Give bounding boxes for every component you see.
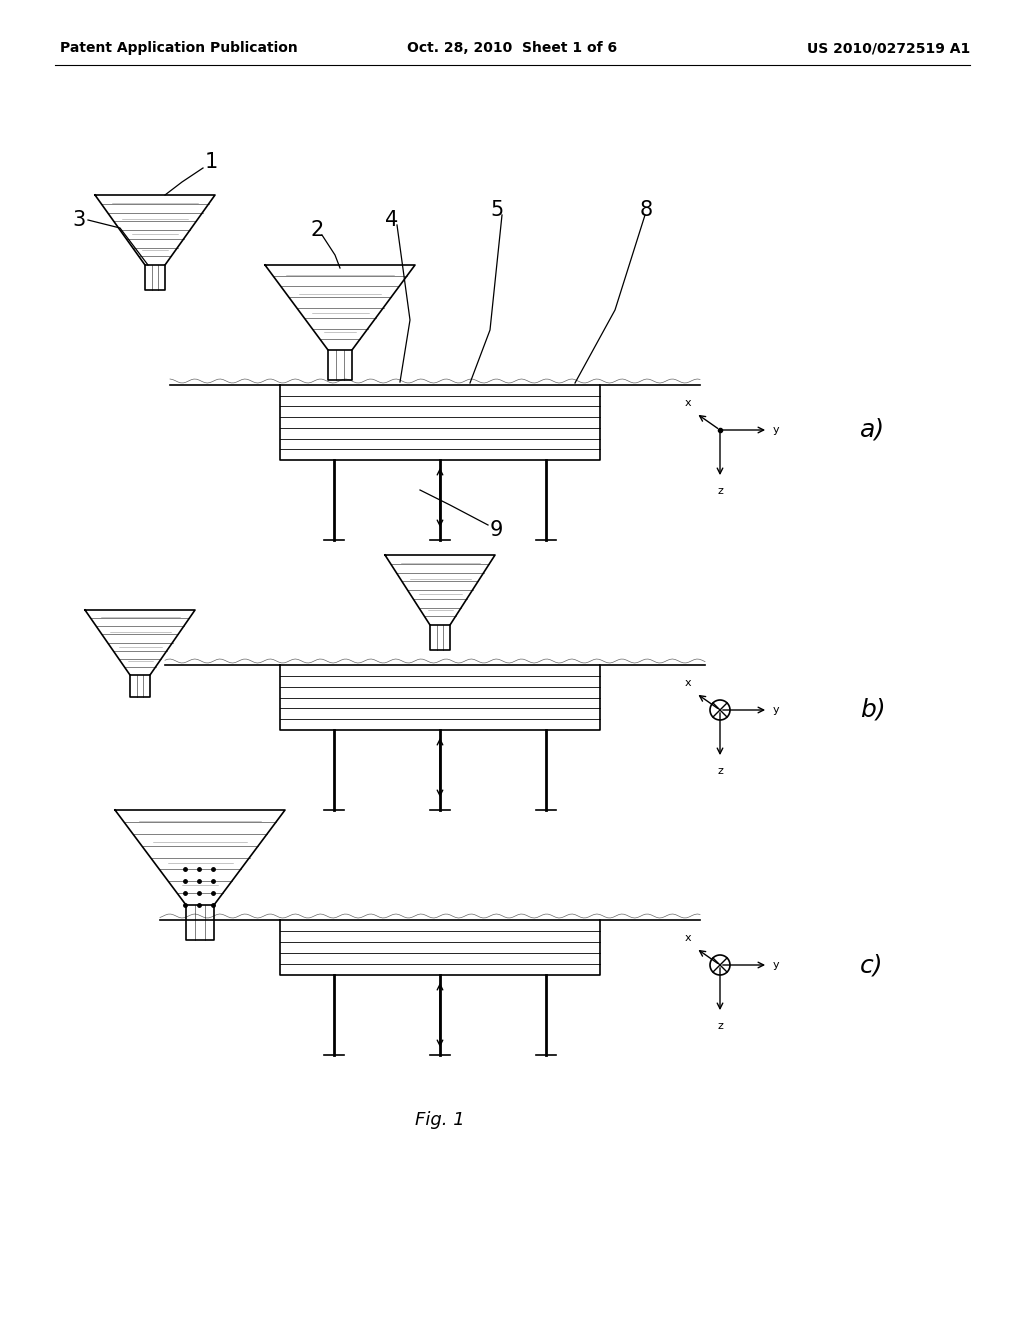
Text: 2: 2 <box>310 220 324 240</box>
Text: US 2010/0272519 A1: US 2010/0272519 A1 <box>807 41 970 55</box>
Text: 3: 3 <box>72 210 85 230</box>
Text: z: z <box>717 486 723 496</box>
Text: z: z <box>717 766 723 776</box>
Text: y: y <box>773 960 779 970</box>
Text: c): c) <box>860 953 884 977</box>
Text: 8: 8 <box>640 201 653 220</box>
Text: Patent Application Publication: Patent Application Publication <box>60 41 298 55</box>
Text: 9: 9 <box>490 520 504 540</box>
Text: Fig. 1: Fig. 1 <box>415 1111 465 1129</box>
Text: Oct. 28, 2010  Sheet 1 of 6: Oct. 28, 2010 Sheet 1 of 6 <box>407 41 617 55</box>
Text: 5: 5 <box>490 201 503 220</box>
Text: 1: 1 <box>205 152 218 172</box>
Text: x: x <box>684 399 691 408</box>
Text: a): a) <box>860 418 885 442</box>
Text: x: x <box>684 933 691 944</box>
Text: y: y <box>773 705 779 715</box>
Text: x: x <box>684 678 691 688</box>
Text: 4: 4 <box>385 210 398 230</box>
Text: y: y <box>773 425 779 436</box>
Text: b): b) <box>860 698 886 722</box>
Text: z: z <box>717 1020 723 1031</box>
